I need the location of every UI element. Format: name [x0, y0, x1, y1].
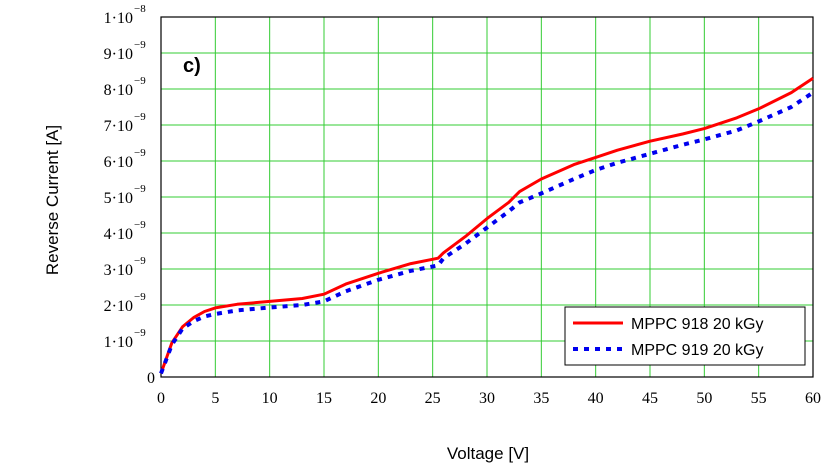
plot-frame — [160, 16, 814, 378]
y-tick-zero: 0 — [147, 370, 155, 387]
y-tick-mantissa: 9·10 — [104, 46, 133, 63]
y-tick-exponent: −9 — [134, 327, 146, 339]
y-tick-exponent: −9 — [134, 183, 146, 195]
x-tick-label: 30 — [479, 390, 495, 407]
y-axis-title: Reverse Current [A] — [43, 125, 62, 275]
y-tick-exponent: −9 — [134, 147, 146, 159]
x-tick-label: 5 — [211, 390, 219, 407]
y-tick-exponent: −9 — [134, 219, 146, 231]
x-tick-label: 45 — [642, 390, 658, 407]
y-tick-label: 1·10−8 — [104, 3, 147, 27]
y-tick-exponent: −9 — [134, 39, 146, 51]
y-tick-label: 1·10−9 — [104, 327, 147, 351]
y-tick-label: 8·10−9 — [104, 75, 147, 99]
y-tick-label: 4·10−9 — [104, 219, 147, 243]
y-tick-mantissa: 5·10 — [104, 190, 133, 207]
series — [159, 76, 815, 375]
y-tick-exponent: −8 — [134, 3, 146, 15]
y-tick-mantissa: 7·10 — [104, 118, 133, 135]
x-tick-label: 35 — [533, 390, 549, 407]
ticks: 0 5 10 15 20 25 30 35 40 45 50 55 601·10−92·10−93·10… — [104, 3, 821, 407]
y-tick-mantissa: 6·10 — [104, 154, 133, 171]
x-tick-label: 15 — [316, 390, 332, 407]
legend-box — [564, 306, 806, 366]
x-tick-label: 40 — [588, 390, 604, 407]
y-tick-exponent: −9 — [134, 111, 146, 123]
y-tick-exponent: −9 — [134, 75, 146, 87]
legend-label-0: MPPC 918 20 kGy — [631, 316, 764, 333]
x-tick-label: 10 — [262, 390, 278, 407]
y-tick-exponent: −9 — [134, 255, 146, 267]
x-axis-title: Voltage [V] — [447, 444, 529, 463]
y-tick-label: 3·10−9 — [104, 255, 147, 279]
legend: MPPC 918 20 kGy MPPC 919 20 kGy — [564, 306, 806, 366]
x-tick-label: 55 — [751, 390, 767, 407]
x-tick-label: 50 — [696, 390, 712, 407]
y-tick-exponent: −9 — [134, 291, 146, 303]
y-tick-mantissa: 2·10 — [104, 298, 133, 315]
y-tick-mantissa: 8·10 — [104, 82, 133, 99]
series-line-0 — [159, 76, 814, 374]
y-tick-mantissa: 1·10 — [104, 334, 133, 351]
y-tick-label: 7·10−9 — [104, 111, 147, 135]
x-tick-label: 25 — [425, 390, 441, 407]
y-tick-label: 2·10−9 — [104, 291, 147, 315]
y-tick-mantissa: 4·10 — [104, 226, 133, 243]
series-line-1 — [159, 90, 815, 375]
y-tick-mantissa: 1·10 — [104, 10, 133, 27]
grid — [161, 17, 813, 377]
y-tick-label: 5·10−9 — [104, 183, 147, 207]
panel-label: c) — [183, 55, 201, 77]
x-tick-label: 0 — [157, 390, 165, 407]
x-tick-label: 60 — [805, 390, 821, 407]
y-tick-mantissa: 3·10 — [104, 262, 133, 279]
legend-label-1: MPPC 919 20 kGy — [631, 342, 764, 359]
y-tick-label: 6·10−9 — [104, 147, 147, 171]
y-tick-label: 9·10−9 — [104, 39, 147, 63]
x-tick-label: 20 — [370, 390, 386, 407]
